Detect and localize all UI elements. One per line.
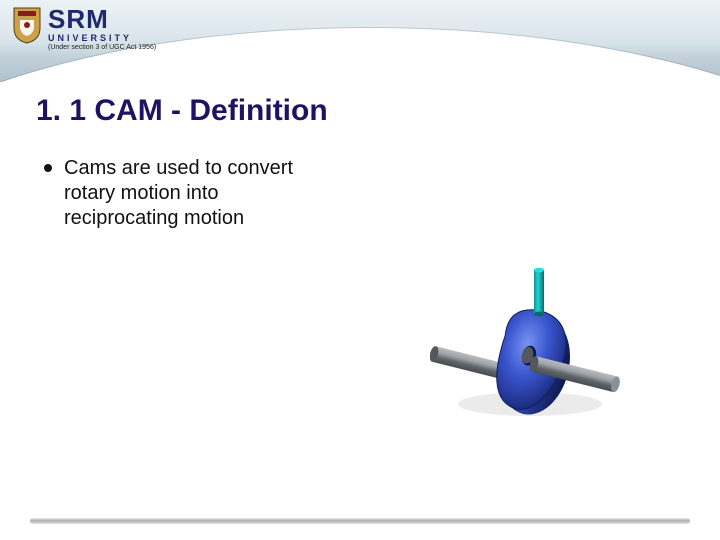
- crest-icon: [12, 6, 42, 44]
- university-logo: SRM UNIVERSITY (Under section 3 of UGC A…: [12, 6, 156, 51]
- slide-title: 1. 1 CAM - Definition: [36, 94, 328, 128]
- slide: SRM UNIVERSITY (Under section 3 of UGC A…: [0, 0, 720, 540]
- bullet-dot-icon: [44, 164, 52, 172]
- cam-diagram: [430, 268, 630, 428]
- brand-sub: UNIVERSITY: [48, 34, 156, 43]
- brand-tagline: (Under section 3 of UGC Act 1956): [48, 44, 156, 51]
- footer-divider: [30, 518, 690, 524]
- bullet-text: Cams are used to convert rotary motion i…: [64, 156, 304, 231]
- brand-text: SRM UNIVERSITY (Under section 3 of UGC A…: [48, 6, 156, 51]
- brand-main: SRM: [48, 6, 156, 32]
- bullet-item: Cams are used to convert rotary motion i…: [44, 156, 304, 231]
